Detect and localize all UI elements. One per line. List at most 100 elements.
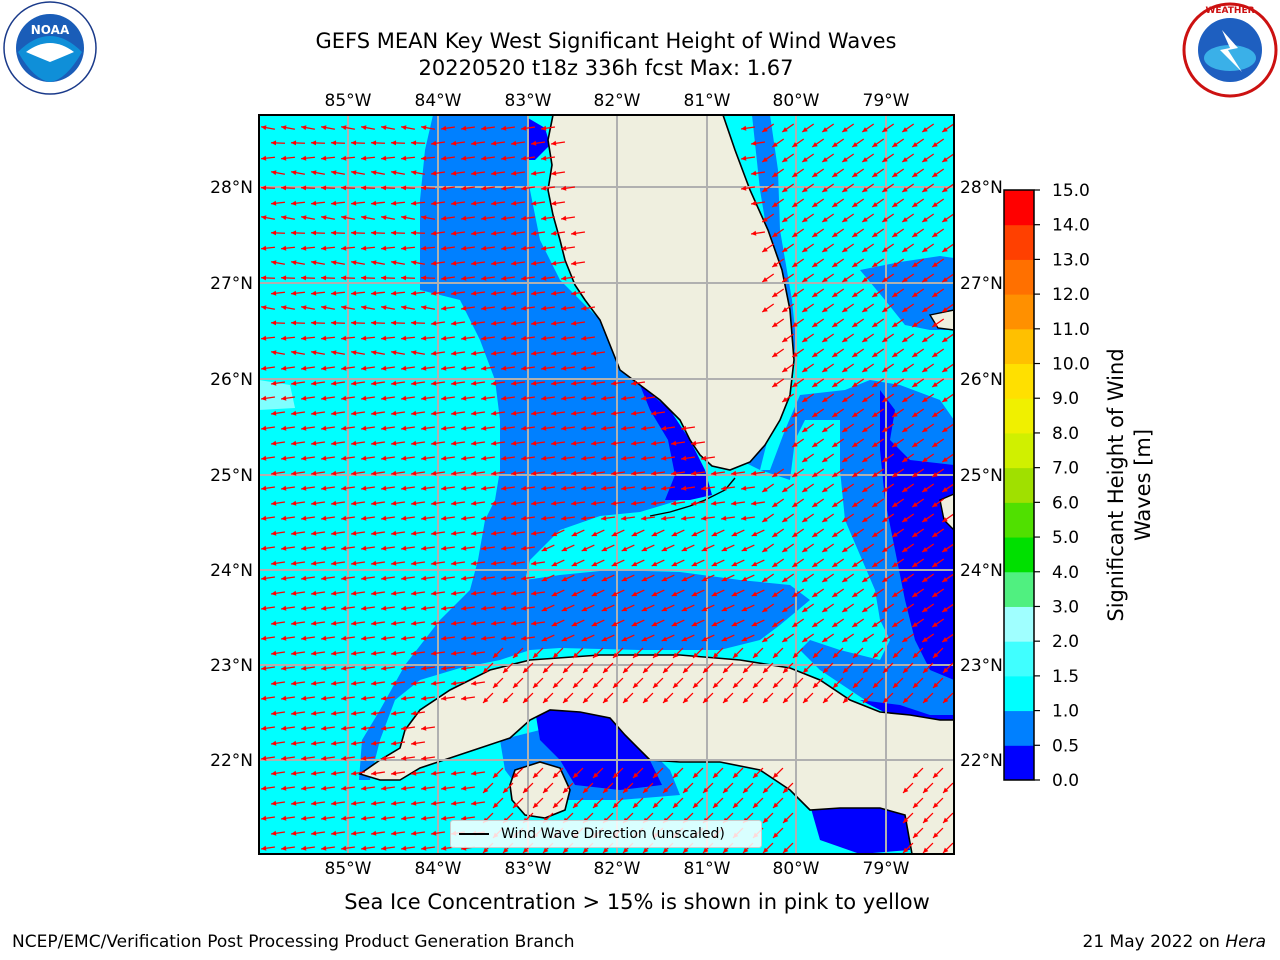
wave-direction-arrow (581, 634, 595, 642)
wave-direction-arrow (771, 558, 785, 568)
wave-direction-arrow (912, 647, 924, 659)
wave-direction-arrow (941, 303, 954, 313)
wave-direction-arrow (692, 677, 704, 689)
chart-title-line-1: GEFS MEAN Key West Significant Height of… (315, 29, 897, 53)
wave-direction-arrow (942, 842, 954, 854)
legend-line-icon (459, 833, 489, 835)
wave-direction-arrow (581, 574, 595, 582)
wave-direction-arrow (811, 498, 825, 508)
wave-direction-arrow (700, 515, 716, 521)
wave-direction-arrow (450, 590, 466, 596)
wave-direction-arrow (410, 710, 426, 716)
wave-direction-arrow (440, 425, 456, 431)
wave-direction-arrow (430, 560, 446, 566)
wave-direction-arrow (500, 305, 516, 311)
wave-direction-arrow (620, 485, 636, 491)
wave-direction-arrow (310, 260, 326, 266)
wave-direction-arrow (772, 767, 784, 779)
wave-direction-arrow (320, 515, 336, 521)
wave-direction-arrow (430, 530, 446, 536)
wave-direction-arrow (911, 228, 925, 238)
wave-direction-arrow (370, 800, 386, 806)
wave-direction-arrow (470, 470, 486, 476)
wave-direction-arrow (931, 228, 945, 238)
wave-direction-arrow (740, 515, 756, 521)
wave-direction-arrow (901, 573, 915, 583)
wave-direction-arrow (831, 588, 845, 598)
wave-direction-arrow (761, 123, 775, 133)
wave-direction-arrow (861, 333, 875, 343)
wave-direction-arrow (781, 273, 795, 283)
wave-direction-arrow (912, 677, 924, 689)
wave-direction-arrow (901, 633, 915, 643)
wave-direction-arrow (841, 333, 855, 343)
wave-direction-arrow (340, 545, 356, 551)
wave-direction-arrow (520, 215, 536, 221)
wave-direction-arrow (340, 215, 356, 221)
wave-direction-arrow (642, 662, 654, 674)
wave-direction-arrow (581, 544, 595, 552)
wave-direction-arrow (681, 574, 695, 582)
wave-direction-arrow (781, 543, 795, 553)
wave-direction-arrow (600, 485, 616, 491)
wave-direction-arrow (540, 485, 556, 491)
wave-direction-arrow (260, 365, 276, 371)
wave-direction-arrow (310, 230, 326, 236)
wave-direction-arrow (941, 213, 954, 223)
wave-direction-arrow (340, 575, 356, 581)
lat-tick-label: 23°N (960, 656, 1003, 676)
wave-direction-arrow (370, 230, 386, 236)
wave-direction-arrow (620, 425, 636, 431)
wave-direction-arrow (851, 618, 865, 628)
wave-direction-arrow (550, 500, 566, 506)
wave-direction-arrow (771, 528, 785, 538)
wave-direction-arrow (420, 275, 436, 281)
wave-direction-arrow (600, 455, 616, 461)
wave-direction-arrow (390, 290, 406, 296)
wave-direction-arrow (801, 633, 815, 643)
wave-direction-arrow (340, 245, 356, 251)
wave-direction-arrow (310, 440, 326, 446)
wave-direction-arrow (460, 275, 476, 281)
wave-direction-arrow (821, 543, 835, 553)
wave-direction-arrow (340, 155, 356, 161)
wave-direction-arrow (922, 692, 934, 704)
wave-direction-arrow (570, 290, 586, 296)
wave-direction-arrow (851, 258, 865, 268)
wave-direction-arrow (911, 618, 925, 628)
cuba-land (358, 654, 954, 854)
wave-direction-arrow (861, 123, 875, 133)
wave-direction-arrow (430, 170, 446, 176)
wave-direction-arrow (482, 662, 494, 674)
wave-direction-arrow (450, 140, 466, 146)
wave-direction-arrow (480, 635, 496, 641)
wave-direction-arrow (300, 275, 316, 281)
lat-tick-label: 24°N (210, 561, 253, 581)
lat-tick-label: 22°N (960, 751, 1003, 771)
wave-direction-arrow (260, 125, 276, 131)
wave-direction-arrow (782, 692, 794, 704)
wave-direction-arrow (561, 544, 575, 552)
wind-wave-arrows (260, 123, 954, 854)
wave-direction-arrow (380, 635, 396, 641)
wave-direction-arrow (490, 320, 506, 326)
wave-direction-arrow (320, 455, 336, 461)
wave-direction-arrow (510, 200, 526, 206)
wave-direction-arrow (440, 515, 456, 521)
lon-tick-label: 83°W (505, 859, 552, 879)
wave-direction-arrow (430, 680, 446, 686)
wave-direction-arrow (802, 662, 814, 674)
wave-direction-arrow (570, 230, 586, 236)
wave-direction-arrow (390, 140, 406, 146)
wave-direction-arrow (510, 500, 526, 506)
wave-direction-arrow (520, 425, 536, 431)
wave-direction-arrow (280, 575, 296, 581)
wave-direction-arrow (661, 574, 675, 582)
wave-direction-arrow (410, 650, 426, 656)
wave-direction-arrow (791, 588, 805, 598)
wave-direction-arrow (941, 513, 954, 523)
wave-direction-arrow (862, 662, 874, 674)
wave-direction-arrow (901, 273, 915, 283)
wave-direction-arrow (852, 677, 864, 689)
wave-direction-arrow (742, 782, 754, 794)
